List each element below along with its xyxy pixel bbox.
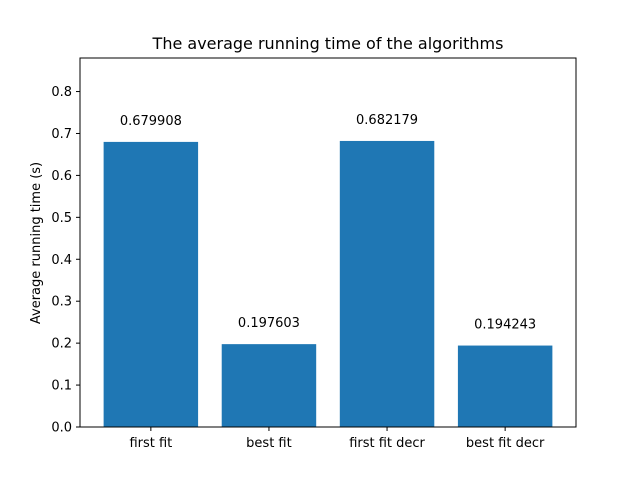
y-tick-label: 0.3 bbox=[51, 295, 72, 310]
data-label: 0.194243 bbox=[474, 318, 536, 333]
bars-group bbox=[103, 140, 553, 427]
y-tick-label: 0.8 bbox=[51, 85, 72, 100]
y-tick-label: 0.1 bbox=[51, 379, 72, 394]
x-tick-label: best fit bbox=[246, 436, 292, 451]
y-tick-label: 0.2 bbox=[51, 337, 72, 352]
y-tick-label: 0.5 bbox=[51, 211, 72, 226]
x-tick-label: first fit decr bbox=[349, 436, 425, 451]
y-tick-label: 0.7 bbox=[51, 127, 72, 142]
chart-title: The average running time of the algorith… bbox=[152, 34, 504, 53]
x-tick-label: first fit bbox=[129, 436, 172, 451]
bar-first-fit bbox=[103, 141, 199, 427]
data-label: 0.197603 bbox=[238, 316, 300, 331]
x-axis-ticks: first fit best fit first fit decr best fit … bbox=[129, 427, 545, 451]
bar-first-fit-decr bbox=[339, 140, 435, 427]
x-tick-label: best fit decr bbox=[466, 436, 545, 451]
data-label: 0.682179 bbox=[356, 113, 418, 128]
data-label: 0.679908 bbox=[120, 114, 182, 129]
plot-frame bbox=[79, 57, 577, 428]
bar-best-fit-decr bbox=[457, 345, 553, 427]
y-tick-label: 0.4 bbox=[51, 253, 72, 268]
y-tick-label: 0.6 bbox=[51, 169, 72, 184]
y-axis-ticks: 0.0 0.1 0.2 0.3 0.4 0.5 0.6 0.7 0.8 bbox=[51, 85, 80, 436]
bar-best-fit bbox=[221, 344, 317, 427]
data-labels-group: 0.679908 0.197603 0.682179 0.194243 bbox=[120, 113, 536, 333]
y-tick-label: 0.0 bbox=[51, 421, 72, 436]
y-axis-label: Average running time (s) bbox=[29, 162, 44, 324]
